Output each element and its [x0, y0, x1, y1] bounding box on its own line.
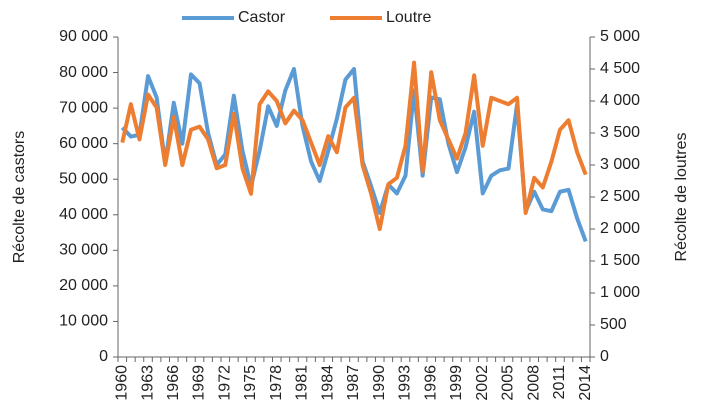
series-line: [120, 60, 588, 231]
y-tick-label: 80 000: [59, 64, 108, 81]
y2-tick-label: 4 500: [600, 60, 640, 77]
x-tick-label: 1999: [448, 365, 465, 401]
legend-label: Loutre: [386, 9, 431, 26]
series-line: [120, 67, 588, 243]
x-tick-label: 1978: [268, 365, 285, 401]
x-tick-label: 1993: [397, 365, 414, 401]
y-tick-label: 60 000: [59, 135, 108, 152]
y2-tick-label: 1 500: [600, 252, 640, 269]
x-tick-label: 1990: [371, 365, 388, 401]
y2-tick-label: 5 000: [600, 28, 640, 45]
y-tick-label: 50 000: [59, 170, 108, 187]
y-tick-label: 20 000: [59, 277, 108, 294]
x-tick-label: 2008: [525, 365, 542, 401]
x-tick-label: 1963: [139, 365, 156, 401]
y2-tick-label: 2 500: [600, 188, 640, 205]
y-tick-label: 90 000: [59, 28, 108, 45]
x-tick-label: 1987: [345, 365, 362, 401]
x-tick-label: 2005: [500, 365, 517, 401]
y2-axis-label: Récolte de loutres: [673, 133, 690, 262]
y-tick-label: 70 000: [59, 99, 108, 116]
x-tick-label: 1972: [216, 365, 233, 401]
y2-tick-label: 0: [600, 348, 609, 365]
y2-tick-label: 2 000: [600, 220, 640, 237]
y2-tick-label: 1 000: [600, 284, 640, 301]
y-axis-label: Récolte de castors: [11, 131, 28, 264]
x-tick-label: 1969: [191, 365, 208, 401]
x-tick-label: 1996: [422, 365, 439, 401]
x-tick-label: 2014: [577, 365, 594, 401]
x-tick-label: 1966: [165, 365, 182, 401]
y-tick-label: 0: [99, 348, 108, 365]
y-tick-label: 30 000: [59, 242, 108, 259]
x-tick-label: 1975: [242, 365, 259, 401]
x-tick-label: 1984: [319, 365, 336, 401]
y2-tick-label: 3 500: [600, 124, 640, 141]
y2-tick-label: 4 000: [600, 92, 640, 109]
x-tick-label: 1960: [114, 365, 131, 401]
x-tick-label: 2002: [474, 365, 491, 401]
y-tick-label: 40 000: [59, 206, 108, 223]
y-tick-label: 10 000: [59, 313, 108, 330]
y2-tick-label: 3 000: [600, 156, 640, 173]
y2-tick-label: 500: [600, 316, 627, 333]
x-tick-label: 2011: [551, 365, 568, 400]
legend-label: Castor: [238, 9, 286, 26]
x-tick-label: 1981: [294, 365, 311, 401]
